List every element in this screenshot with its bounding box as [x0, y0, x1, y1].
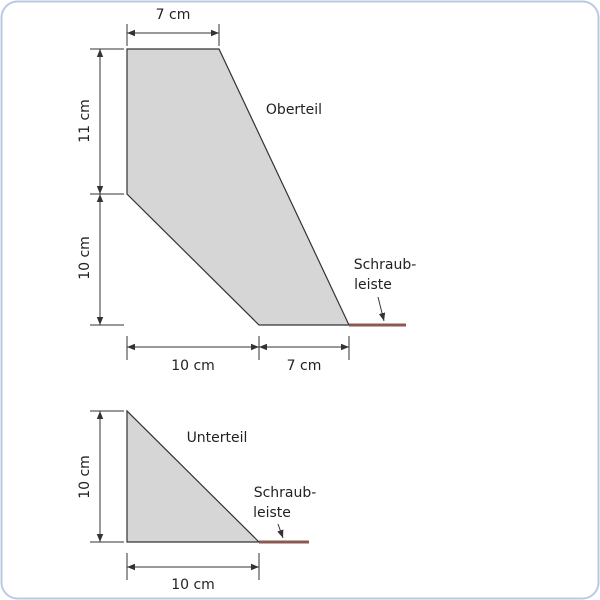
- strip-label: leiste: [354, 277, 392, 293]
- dim-label: 11 cm: [77, 99, 93, 143]
- strip-label: Schraub-: [254, 485, 317, 501]
- strip-label: Schraub-: [354, 257, 417, 273]
- dim-label: 10 cm: [77, 236, 93, 280]
- strip-label: leiste: [253, 505, 291, 521]
- dim-label: 10 cm: [171, 577, 215, 593]
- dim-label: 7 cm: [287, 358, 322, 374]
- part-label: Unterteil: [187, 430, 248, 446]
- dimensions: [90, 410, 284, 580]
- dim-label: 10 cm: [171, 358, 215, 374]
- dim-label: 10 cm: [77, 455, 93, 499]
- upper-shape: [126, 48, 350, 326]
- lower-shape: [126, 409, 261, 543]
- dim-label: 7 cm: [156, 7, 191, 23]
- dimensions: [90, 24, 386, 360]
- part-label: Oberteil: [266, 102, 322, 118]
